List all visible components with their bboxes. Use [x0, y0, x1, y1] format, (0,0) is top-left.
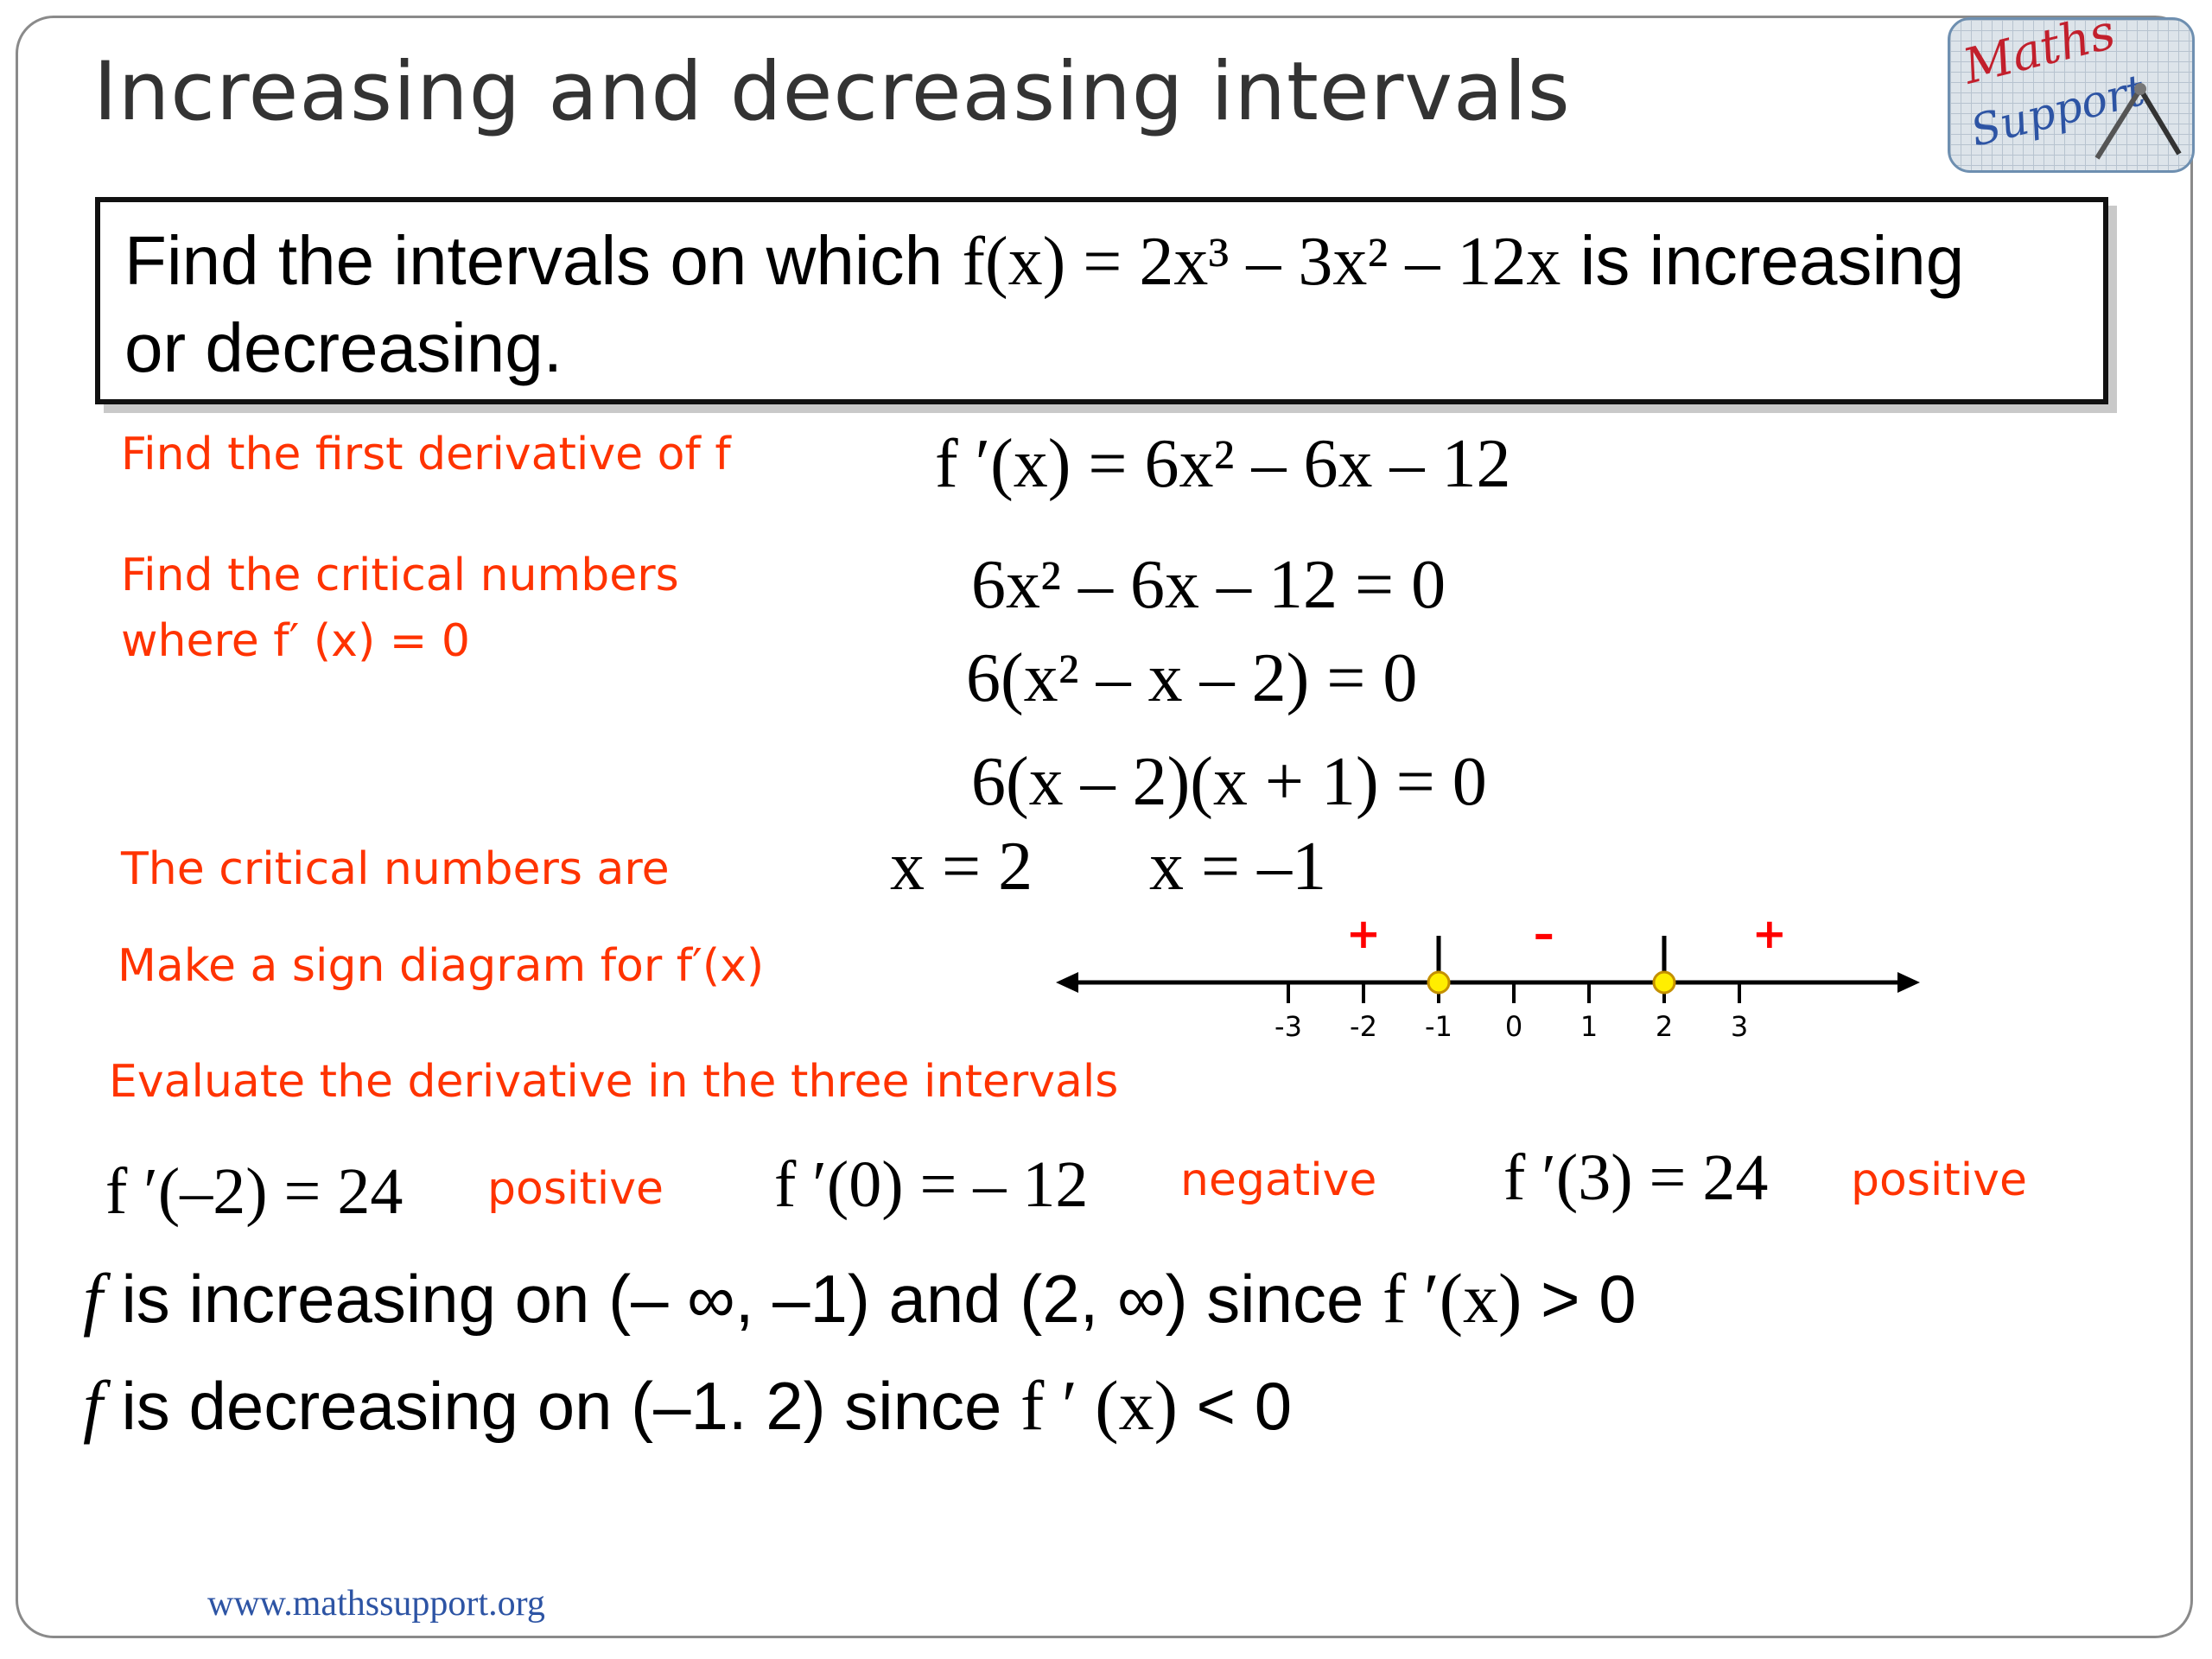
increasing-derivative: f ′(x)	[1382, 1259, 1522, 1338]
increasing-conclusion: f is increasing on (– ∞, –1) and (2, ∞) …	[83, 1258, 1637, 1339]
maths-support-logo: Maths Support	[1948, 17, 2195, 173]
problem-statement: Find the intervals on which f(x) = 2x³ –…	[124, 218, 1964, 391]
evaluation-2-expression: f ′(0) = – 12	[774, 1148, 1089, 1221]
problem-suffix: is increasing	[1560, 222, 1965, 299]
problem-box: Find the intervals on which f(x) = 2x³ –…	[95, 197, 2108, 404]
equation-3: 6(x – 2)(x + 1) = 0	[971, 744, 1487, 820]
increasing-f: f	[83, 1259, 103, 1338]
critical-number-2: x = –1	[1149, 829, 1327, 905]
problem-prefix: Find the intervals on which	[124, 222, 963, 299]
number-line-tick-label: 2	[1656, 1010, 1673, 1043]
number-line-left-arrow	[1056, 972, 1078, 993]
footer-url: www.mathssupport.org	[207, 1584, 545, 1624]
decreasing-text: is decreasing on (–1. 2) since	[102, 1368, 1021, 1444]
critical-numbers-label: The critical numbers are	[121, 843, 670, 895]
number-line-tick-label: 1	[1580, 1010, 1598, 1043]
number-line-tick-label: -2	[1350, 1010, 1377, 1043]
evaluation-3-result: positive	[1851, 1154, 2027, 1206]
number-line-tick-label: 0	[1505, 1010, 1522, 1043]
increasing-text: is increasing on (– ∞, –1) and (2, ∞) si…	[102, 1261, 1382, 1337]
decreasing-conclusion: f is decreasing on (–1. 2) since f ′ (x)…	[83, 1365, 1292, 1446]
decreasing-f: f	[83, 1366, 103, 1445]
problem-line-2: or decreasing.	[124, 309, 563, 386]
number-line-right-arrow	[1897, 972, 1920, 993]
equation-1: 6x² – 6x – 12 = 0	[971, 547, 1446, 623]
critical-number-1: x = 2	[890, 829, 1033, 905]
compass-icon	[2094, 83, 2182, 160]
increasing-tail: > 0	[1522, 1261, 1637, 1337]
evaluation-1-expression: f ′(–2) = 24	[105, 1155, 404, 1228]
evaluation-3-expression: f ′(3) = 24	[1503, 1141, 1769, 1214]
number-line-tick-label: -3	[1274, 1010, 1302, 1043]
page-title: Increasing and decreasing intervals	[93, 45, 1571, 139]
equation-2: 6(x² – x – 2) = 0	[966, 640, 1418, 716]
evaluation-1-result: positive	[487, 1163, 664, 1215]
decreasing-tail: < 0	[1177, 1368, 1293, 1444]
critical-label-line-1: Find the critical numbers	[121, 550, 679, 601]
sign-marker: +	[1752, 910, 1787, 958]
number-line-tick-label: 3	[1731, 1010, 1748, 1043]
evaluate-label: Evaluate the derivative in the three int…	[109, 1056, 1119, 1108]
critical-point-dot	[1427, 970, 1451, 995]
sign-marker: +	[1346, 910, 1381, 958]
critical-label-line-2: where f′ (x) = 0	[121, 615, 470, 667]
sign-marker: –	[1534, 910, 1554, 958]
evaluation-2-result: negative	[1180, 1154, 1377, 1206]
number-line-tick-label: -1	[1425, 1010, 1452, 1043]
sign-diagram-label: Make a sign diagram for f′(x)	[118, 940, 765, 992]
decreasing-derivative: f ′ (x)	[1020, 1366, 1178, 1445]
first-derivative-equation: f ′(x) = 6x² – 6x – 12	[935, 426, 1511, 502]
problem-function: f(x) = 2x³ – 3x² – 12x	[962, 224, 1561, 300]
critical-point-dot	[1652, 970, 1676, 995]
first-derivative-label: Find the first derivative of f	[121, 429, 731, 480]
